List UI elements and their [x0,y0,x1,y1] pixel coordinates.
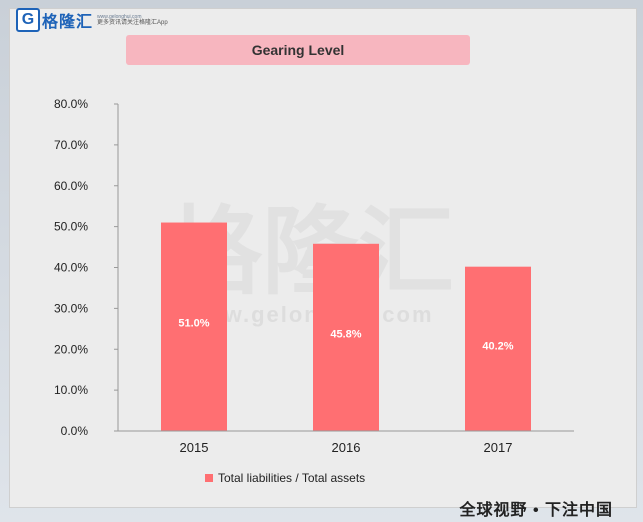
y-tick-label: 20.0% [54,342,88,356]
bar-2017 [465,266,531,431]
x-tick-label: 2015 [180,440,209,455]
x-tick-label: 2017 [484,440,513,455]
bar-value-label: 45.8% [330,329,361,341]
x-tick-label: 2016 [332,440,361,455]
bar-2015 [161,222,227,431]
legend-label: Total liabilities / Total assets [218,471,366,485]
bar-value-label: 40.2% [482,341,513,353]
brand-name: 格隆汇 [42,14,94,31]
y-tick-label: 80.0% [54,97,88,111]
bar-2016 [313,243,379,431]
bars: 51.0% 45.8% 40.2% [161,222,531,431]
y-axis: 0.0% 10.0% 20.0% 30.0% 40.0% 50.0% 60.0% 70.0% 8… [54,97,119,438]
brand-domain: www.gelonghui.com [97,13,142,20]
y-tick-label: 50.0% [54,220,88,234]
bar-value-label: 51.0% [178,318,209,330]
y-tick-label: 40.0% [54,261,88,275]
y-tick-label: 30.0% [54,301,88,315]
y-tick-label: 10.0% [54,383,88,397]
legend-swatch [205,474,213,482]
footer-slogan: 全球视野 • 下注中国 [459,502,613,519]
legend: Total liabilities / Total assets [205,471,365,485]
y-tick-label: 70.0% [54,138,88,152]
y-tick-label: 60.0% [54,179,88,193]
y-tick-label: 0.0% [61,424,89,438]
chart-title: Gearing Level [126,35,470,65]
logo-g-icon: G [16,8,40,32]
x-axis: 2015 2016 2017 [118,430,574,455]
brand-logo: G 格隆汇 www.gelonghui.com 更多资讯请关注格隆汇App [16,6,168,34]
brand-tagline: 更多资讯请关注格隆汇App [97,19,168,26]
brand-sub: www.gelonghui.com 更多资讯请关注格隆汇App [97,14,168,27]
